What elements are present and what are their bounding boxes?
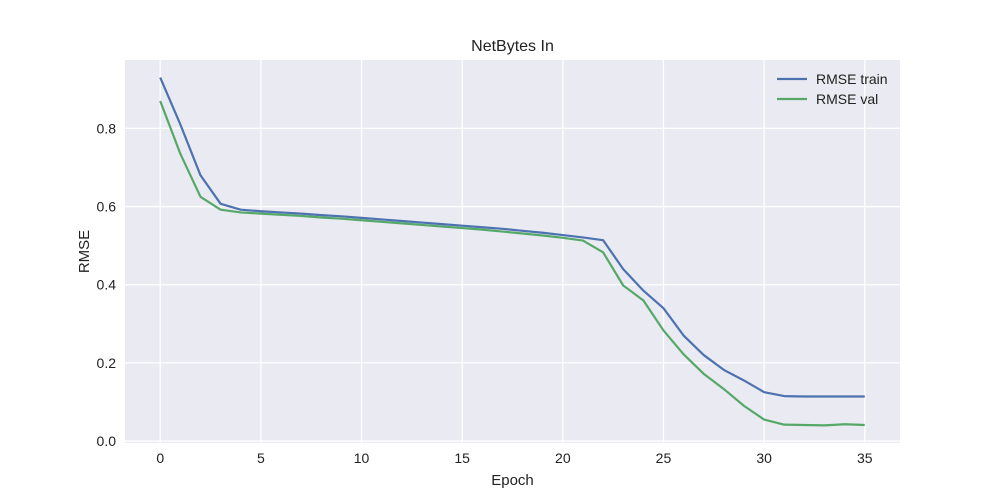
x-tick-label: 5 — [257, 450, 265, 466]
chart-title: NetBytes In — [471, 38, 554, 55]
y-tick-label: 0.2 — [97, 355, 117, 371]
y-axis-label: RMSE — [76, 230, 93, 273]
x-tick-label: 35 — [857, 450, 873, 466]
series-line — [159, 100, 865, 427]
x-tick-label: 10 — [354, 450, 370, 466]
series-lines — [159, 77, 865, 427]
legend-label: RMSE train — [816, 71, 888, 87]
y-tick-label: 0.6 — [97, 199, 117, 215]
x-tick-label: 20 — [555, 450, 571, 466]
plot-area — [125, 60, 900, 443]
grid — [125, 60, 900, 443]
y-tick-label: 0.4 — [97, 277, 117, 293]
tick-labels: 0 5 10 15 20 25 30 35 0.0 0.2 0.4 0.6 0.8 — [97, 120, 873, 466]
x-tick-label: 15 — [454, 450, 470, 466]
y-tick-label: 0.0 — [97, 433, 117, 449]
series-line — [159, 77, 865, 398]
x-tick-label: 30 — [756, 450, 772, 466]
x-tick-label: 25 — [656, 450, 672, 466]
y-tick-label: 0.8 — [97, 120, 117, 136]
legend-label: RMSE val — [816, 91, 878, 107]
legend: RMSE train RMSE val — [777, 71, 888, 107]
x-tick-label: 0 — [156, 450, 164, 466]
x-axis-label: Epoch — [491, 472, 534, 489]
